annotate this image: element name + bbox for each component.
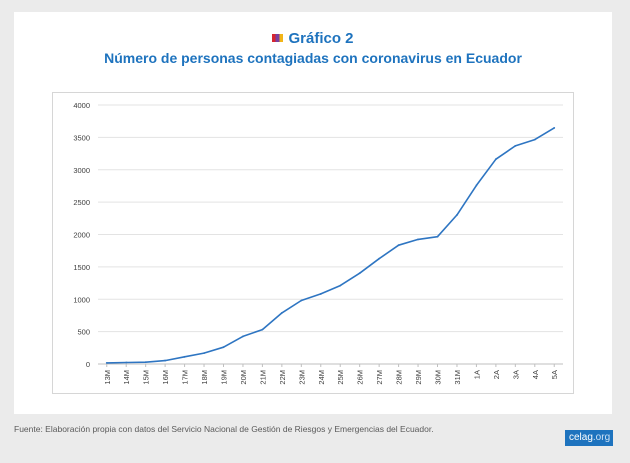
x-tick-label: 29M bbox=[414, 370, 423, 385]
x-tick-label: 15M bbox=[142, 370, 151, 385]
x-tick-label: 2A bbox=[492, 370, 501, 379]
chart-card: Gráfico 2 Número de personas contagiadas… bbox=[14, 12, 612, 414]
data-point bbox=[339, 284, 342, 287]
ecuador-flag-icon bbox=[272, 34, 284, 42]
x-tick-label: 22M bbox=[278, 370, 287, 385]
data-point bbox=[514, 145, 517, 147]
data-point bbox=[378, 257, 381, 260]
logo-text: celag bbox=[569, 432, 593, 443]
figure-label: Gráfico 2 bbox=[14, 30, 612, 47]
logo-suffix: .org bbox=[592, 432, 611, 443]
x-tick-label: 28M bbox=[395, 370, 404, 385]
y-tick-label: 3000 bbox=[73, 166, 90, 175]
data-point bbox=[300, 299, 303, 302]
x-tick-label: 17M bbox=[181, 370, 190, 385]
data-point bbox=[417, 238, 419, 241]
data-point bbox=[242, 335, 244, 338]
x-tick-label: 5A bbox=[550, 370, 559, 379]
data-point bbox=[397, 244, 400, 247]
x-tick-label: 18M bbox=[200, 370, 209, 385]
x-tick-label: 3A bbox=[511, 370, 520, 379]
x-tick-label: 31M bbox=[453, 370, 462, 385]
data-point bbox=[203, 352, 205, 355]
data-point bbox=[183, 355, 186, 358]
y-tick-label: 500 bbox=[77, 328, 90, 337]
x-tick-label: 16M bbox=[161, 370, 170, 385]
x-tick-label: 26M bbox=[356, 370, 365, 385]
y-tick-label: 2000 bbox=[73, 231, 90, 240]
line-chart: 0 500 1000 1500 2000 2500 3000 3500 4000 13M 14M 15… bbox=[73, 101, 563, 385]
x-tick-label: 14M bbox=[122, 370, 131, 385]
data-point bbox=[144, 361, 147, 364]
x-tick-label: 23M bbox=[297, 370, 306, 385]
chart-title: Número de personas contagiadas con coron… bbox=[104, 50, 522, 66]
x-tick-label: 4A bbox=[531, 370, 540, 379]
data-point bbox=[105, 361, 108, 364]
data-point bbox=[319, 293, 322, 295]
source-note: Fuente: Elaboración propia con datos del… bbox=[14, 424, 434, 434]
data-point bbox=[280, 312, 283, 314]
data-point bbox=[261, 328, 264, 331]
data-point bbox=[358, 272, 361, 275]
plot-frame: 0 500 1000 1500 2000 2500 3000 3500 4000 13M 14M 15… bbox=[52, 92, 574, 394]
x-tick-label: 25M bbox=[336, 370, 345, 385]
data-point bbox=[475, 184, 478, 187]
data-point bbox=[164, 359, 167, 362]
y-tick-label: 1500 bbox=[73, 263, 90, 272]
data-point bbox=[222, 346, 225, 349]
x-tick-label: 20M bbox=[239, 370, 248, 385]
x-tick-label: 24M bbox=[317, 370, 326, 385]
x-tick-label: 21M bbox=[258, 370, 267, 385]
x-tick-label: 13M bbox=[103, 370, 112, 385]
data-point bbox=[456, 214, 458, 216]
x-tick-label: 27M bbox=[375, 370, 384, 385]
y-tick-label: 4000 bbox=[73, 101, 90, 110]
y-tick-label: 1000 bbox=[73, 295, 90, 304]
y-tick-label: 3500 bbox=[73, 133, 90, 142]
data-point bbox=[553, 127, 556, 129]
celag-logo[interactable]: celag.org bbox=[565, 430, 613, 446]
x-tick-label: 19M bbox=[219, 370, 228, 385]
series-line bbox=[106, 127, 555, 364]
y-tick-label: 2500 bbox=[73, 198, 90, 207]
data-point bbox=[494, 158, 497, 161]
y-tick-label: 0 bbox=[86, 360, 90, 369]
data-point bbox=[436, 235, 439, 238]
data-point bbox=[125, 361, 128, 364]
data-point bbox=[533, 138, 536, 141]
x-tick-label: 1A bbox=[472, 370, 481, 379]
x-tick-label: 30M bbox=[434, 370, 443, 385]
figure-label-text: Gráfico 2 bbox=[288, 30, 354, 47]
